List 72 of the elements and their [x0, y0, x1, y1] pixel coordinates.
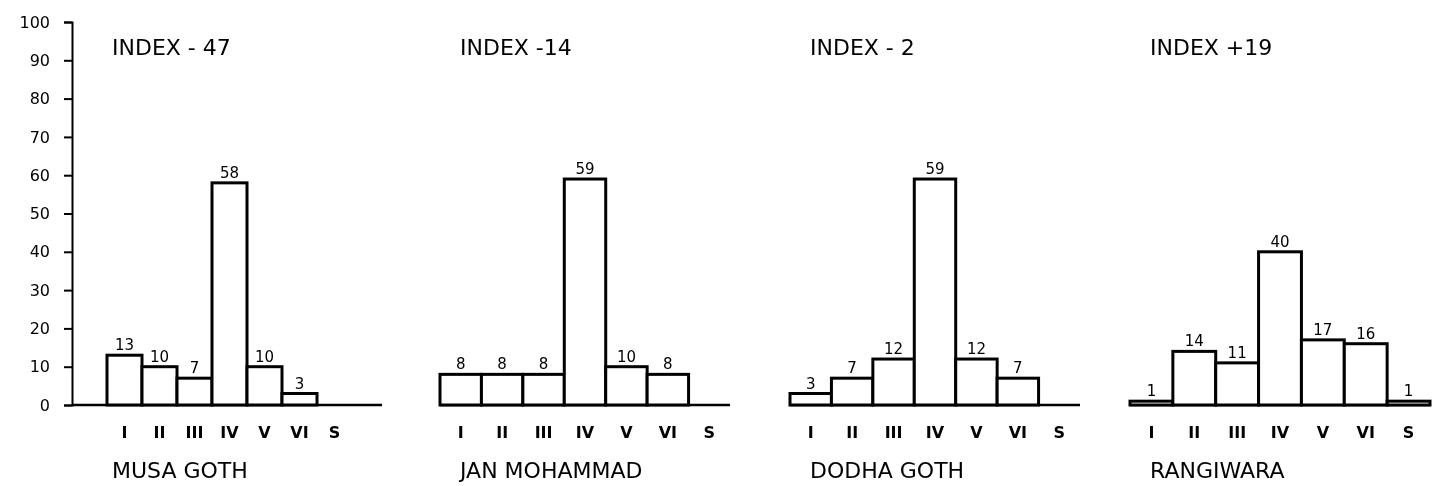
x-tick-label: II [1188, 423, 1201, 443]
x-axis-title: DODHA GOTH [810, 458, 965, 483]
data-label: 10 [149, 347, 170, 366]
y-tick-label: 20 [29, 319, 50, 339]
data-label: 8 [497, 355, 507, 374]
text: INDEX -14 [460, 35, 572, 60]
x-tick-label: IV [1270, 423, 1290, 443]
x-axis-title: MUSA GOTH [112, 458, 248, 483]
x-tick-label: III [1228, 423, 1247, 443]
data-label: 17 [1313, 320, 1333, 339]
x-tick-label: III [534, 423, 553, 443]
x-tick-label: II [496, 423, 509, 443]
x-axis-title: JAN MOHAMMAD [458, 458, 643, 483]
data-label: 11 [1227, 343, 1247, 362]
y-tick-label: 100 [19, 12, 50, 32]
x-tick-label: IV [575, 423, 595, 443]
x-tick-label: VI [1008, 423, 1028, 443]
x-tick-label: I [121, 423, 128, 443]
y-tick-label: 60 [29, 165, 50, 185]
data-label: 12 [884, 340, 904, 359]
x-tick-label: I [1148, 423, 1155, 443]
x-tick-label: I [457, 423, 464, 443]
y-tick-label: 0 [39, 395, 50, 415]
data-label: 3 [294, 374, 305, 393]
x-tick-label: V [1316, 423, 1330, 443]
x-tick-label: I [807, 423, 814, 443]
data-label: 1 [1403, 382, 1414, 401]
data-label: 14 [1184, 332, 1204, 351]
x-tick-label: VI [658, 423, 678, 443]
data-label: 10 [254, 347, 275, 366]
data-label: 13 [114, 336, 135, 355]
x-tick-label: V [258, 423, 272, 443]
x-tick-label: S [703, 423, 716, 443]
x-tick-label: S [1402, 423, 1415, 443]
data-label: 40 [1270, 232, 1290, 251]
y-tick-label: 80 [29, 89, 50, 109]
data-label: 8 [455, 355, 466, 374]
y-tick-label: 50 [29, 204, 50, 224]
text: INDEX - 2 [810, 35, 915, 60]
y-tick-label: 70 [29, 127, 50, 147]
y-tick-label: 90 [29, 50, 50, 70]
y-tick-label: 30 [29, 280, 50, 300]
x-tick-label: S [1053, 423, 1066, 443]
x-tick-label: II [846, 423, 859, 443]
text: INDEX +19 [1150, 35, 1273, 60]
data-label: 7 [189, 359, 200, 378]
data-label: 59 [925, 160, 945, 179]
data-label: 10 [616, 347, 636, 366]
data-label: 12 [966, 340, 986, 359]
x-tick-label: V [620, 423, 634, 443]
x-tick-label: VI [1356, 423, 1375, 443]
y-tick-label: 10 [29, 357, 50, 377]
x-tick-label: II [153, 423, 166, 443]
data-label: 3 [805, 374, 816, 393]
data-label: 7 [1013, 359, 1023, 378]
data-label: 7 [847, 359, 857, 378]
x-axis-title: RANGIWARA [1150, 458, 1285, 483]
x-tick-label: IV [925, 423, 945, 443]
x-tick-label: S [328, 423, 341, 443]
data-label: 59 [575, 160, 595, 179]
x-tick-label: III [884, 423, 903, 443]
x-tick-label: IV [220, 423, 240, 443]
x-tick-label: III [185, 423, 204, 443]
data-label: 16 [1356, 324, 1376, 343]
data-label: 58 [219, 163, 240, 182]
x-tick-label: VI [290, 423, 309, 443]
data-label: 1 [1146, 382, 1157, 401]
x-tick-label: V [970, 423, 984, 443]
text: INDEX - 47 [112, 35, 231, 60]
data-label: 8 [663, 355, 673, 374]
y-tick-label: 40 [29, 242, 50, 262]
data-label: 8 [538, 355, 549, 374]
